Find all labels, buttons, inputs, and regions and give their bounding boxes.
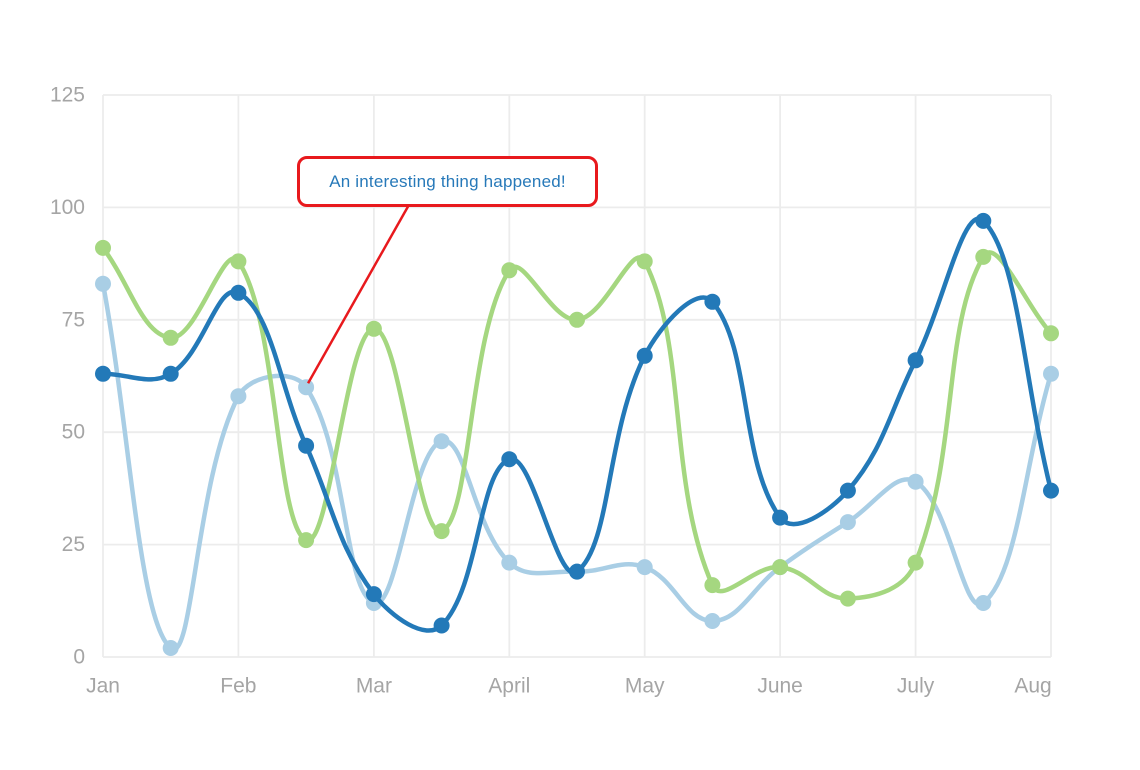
series-dark-blue-point[interactable] [772,509,789,526]
series-dark-blue-point[interactable] [365,586,382,603]
series-green-point[interactable] [501,262,518,279]
series-light-blue-point[interactable] [501,554,518,571]
series-light-blue-point[interactable] [1043,365,1059,382]
series-green-point[interactable] [569,311,585,328]
x-tick-label: Aug [1014,675,1051,698]
series-light-blue-point[interactable] [704,613,721,629]
series-green-point[interactable] [230,253,247,270]
x-tick-label: April [488,675,530,698]
series-green-point[interactable] [839,590,856,607]
series-light-blue-point[interactable] [298,379,315,396]
series-green-point[interactable] [95,239,111,256]
series-light-blue-point[interactable] [162,640,179,656]
y-tick-label: 100 [50,196,85,219]
series-dark-blue-point[interactable] [704,293,721,310]
y-tick-label: 50 [62,421,85,444]
annotation-text: An interesting thing happened! [329,171,566,191]
series-green-point[interactable] [298,532,315,549]
series-light-blue-point[interactable] [230,388,247,405]
x-tick-label: Mar [356,675,392,698]
series-dark-blue-point[interactable] [298,437,315,454]
series-green-point[interactable] [162,329,179,346]
series-dark-blue-point[interactable] [433,617,450,634]
series-dark-blue-point[interactable] [501,451,518,468]
x-tick-label: June [757,675,803,698]
annotation-connector-line [307,205,410,384]
series-light-blue-line [100,281,1054,652]
y-tick-label: 0 [73,646,85,669]
series-green-point[interactable] [433,523,450,540]
series-green-line [100,245,1054,601]
series-dark-blue-point[interactable] [839,482,856,499]
series-green-point[interactable] [1043,325,1059,342]
series-green-point[interactable] [636,253,653,270]
x-tick-label: Jan [86,675,120,698]
series-light-blue-point[interactable] [839,514,856,531]
series-light-blue-point[interactable] [636,559,653,576]
series-dark-blue-point[interactable] [907,352,924,369]
series-dark-blue-point[interactable] [162,365,179,382]
series-green-point[interactable] [772,559,789,576]
x-tick-label: May [625,675,665,698]
series-green-point[interactable] [907,554,924,571]
series-green-point[interactable] [704,577,721,594]
x-tick-label: Feb [220,675,256,698]
annotation-box: An interesting thing happened! [297,156,598,207]
series-dark-blue-point[interactable] [975,212,992,229]
series-green-point[interactable] [365,320,382,337]
series-dark-blue-point[interactable] [230,284,247,301]
y-tick-label: 75 [62,308,85,331]
x-tick-label: July [897,675,935,698]
series-light-blue-point[interactable] [975,595,992,611]
series-light-blue-point[interactable] [95,275,111,292]
series-dark-blue-point[interactable] [636,347,653,364]
series-light-blue-point[interactable] [433,433,450,450]
y-tick-label: 25 [62,533,85,556]
series-dark-blue-point[interactable] [569,563,585,580]
series-light-blue-point[interactable] [907,473,924,490]
series-dark-blue-point[interactable] [1043,482,1059,499]
y-tick-label: 125 [50,84,85,107]
series-green-point[interactable] [975,248,992,265]
series-dark-blue-point[interactable] [95,365,111,382]
